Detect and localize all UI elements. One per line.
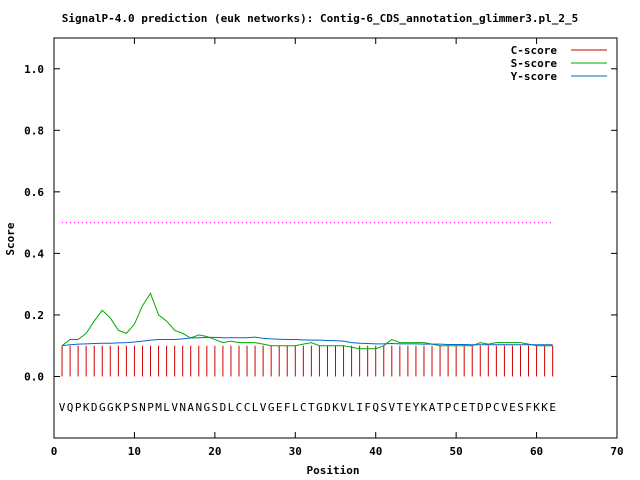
sequence-residue: Q [372,401,379,414]
sequence-residue: E [405,401,412,414]
sequence-residue: T [437,401,444,414]
sequence-residue: P [147,401,154,414]
y-tick-label: 0.6 [24,186,44,199]
sequence-residue: K [332,401,339,414]
sequence-residue: V [260,401,267,414]
y-tick-label: 1.0 [24,63,44,76]
x-tick-label: 10 [128,445,141,458]
sequence-residue: K [83,401,90,414]
sequence-residue: A [429,401,436,414]
sequence-residue: F [364,401,371,414]
x-tick-label: 20 [208,445,221,458]
legend-label: S-score [511,57,558,70]
sequence-residue: A [187,401,194,414]
x-tick-label: 40 [369,445,382,458]
sequence-residue: D [324,401,331,414]
y-axis-label: Score [4,222,17,255]
sequence-residue: E [461,401,468,414]
sequence-residue: L [252,401,259,414]
chart-title: SignalP-4.0 prediction (euk networks): C… [62,12,579,25]
sequence-residue: Y [413,401,420,414]
x-tick-label: 50 [450,445,463,458]
x-axis-label: Position [307,464,360,477]
sequence-residue: S [380,401,387,414]
sequence-residue: G [107,401,114,414]
sequence-residue: E [276,401,283,414]
sequence-residue: L [348,401,355,414]
sequence-residue: D [220,401,227,414]
sequence-residue: C [453,401,460,414]
sequence-residue: E [549,401,556,414]
sequence-residue: K [541,401,548,414]
sequence-residue: T [397,401,404,414]
sequence-residue: P [485,401,492,414]
sequence-residue: L [228,401,235,414]
sequence-residue: M [155,401,162,414]
y-score-line [61,336,553,347]
y-tick-label: 0.0 [24,370,44,383]
sequence-residue: F [525,401,532,414]
sequence-residue: C [244,401,251,414]
sequence-residue: G [204,401,211,414]
sequence-residue: F [284,401,291,414]
sequence-residue: N [179,401,186,414]
x-tick-label: 30 [289,445,302,458]
sequence-residue: G [316,401,323,414]
sequence-residue: D [477,401,484,414]
sequence-residue: K [533,401,540,414]
sequence-residue: E [509,401,516,414]
sequence-residue: V [388,401,395,414]
sequence-residue: C [236,401,243,414]
plot-area: 0.00.20.40.60.81.00 10 20 30 40 50 60 70V Q P K D G G… [24,37,624,458]
sequence-residue: S [131,401,138,414]
sequence-residue: V [501,401,508,414]
plot-frame [53,37,618,439]
sequence-residue: G [268,401,275,414]
sequence-residue: G [99,401,106,414]
sequence-residue: I [356,401,363,414]
sequence-residue: T [308,401,315,414]
y-tick-label: 0.4 [24,247,44,260]
sequence-residue: S [212,401,219,414]
legend-label: C-score [511,44,558,57]
sequence-residue: Q [67,401,74,414]
sequence-residue: C [493,401,500,414]
sequence-residue: P [123,401,130,414]
sequence-residue: C [300,401,307,414]
sequence-residue: V [340,401,347,414]
sequence-residue: N [139,401,146,414]
x-tick-label: 0 [51,445,58,458]
y-tick-label: 0.8 [24,124,44,137]
sequence-residue: D [91,401,98,414]
sequence-residue: V [59,401,66,414]
sequence-residue: L [292,401,299,414]
sequence-residue: K [115,401,122,414]
x-tick-label: 70 [610,445,623,458]
s-score-line [61,292,553,350]
x-tick-label: 60 [530,445,543,458]
sequence-residue: N [195,401,202,414]
sequence-residue: S [517,401,524,414]
sequence-residue: K [421,401,428,414]
sequence-residue: P [75,401,82,414]
sequence-residue: V [171,401,178,414]
sequence-residue: L [163,401,170,414]
sequence-residue: P [445,401,452,414]
y-tick-label: 0.2 [24,309,44,322]
sequence-residue: T [469,401,476,414]
legend-label: Y-score [511,70,558,83]
